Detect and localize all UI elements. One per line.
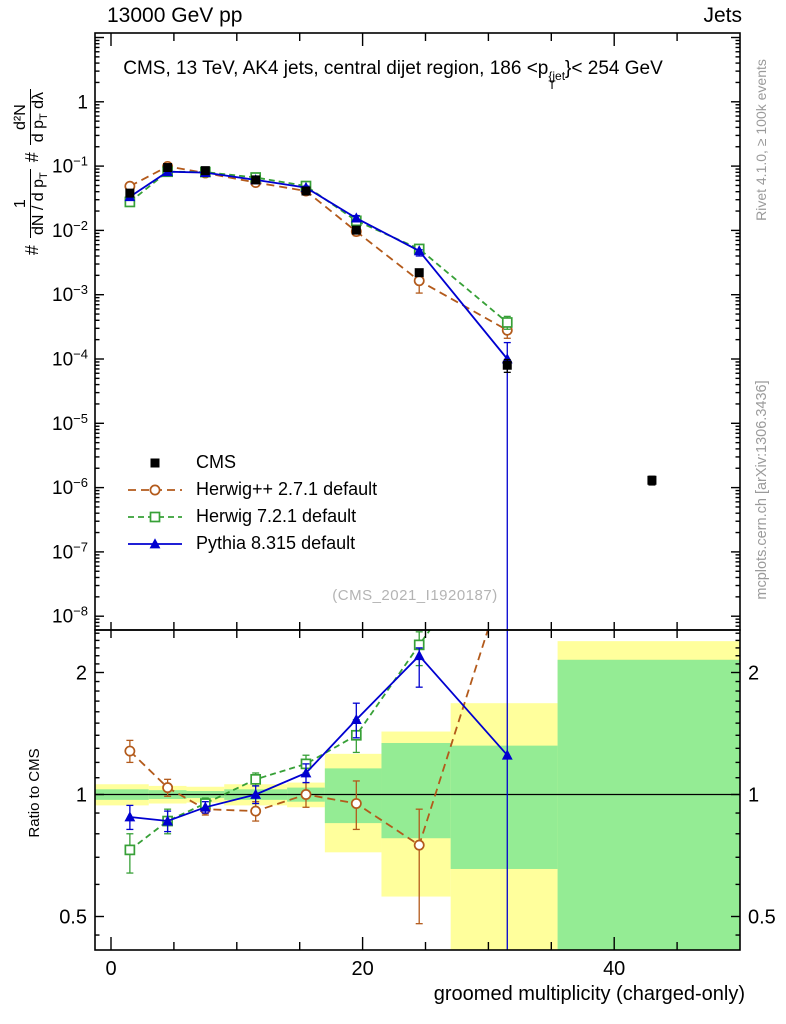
pt-superscript: {jet <box>548 69 566 83</box>
normalization-fraction: 1 dN / d pT <box>12 169 51 239</box>
svg-text:1: 1 <box>77 92 88 113</box>
den-sub: T <box>38 172 51 180</box>
den-sub: T <box>38 113 51 121</box>
fraction-numerator: d²N <box>12 104 30 130</box>
legend-item-herwigpp: Herwig++ 2.7.1 default <box>126 476 377 503</box>
uncertainty-bands <box>95 641 740 950</box>
legend: CMS Herwig++ 2.7.1 default Herwig 7.2.1 … <box>126 449 377 557</box>
fraction-numerator: 1 <box>12 199 30 209</box>
plot-title: CMS, 13 TeV, AK4 jets, central dijet reg… <box>0 58 786 92</box>
svg-text:10−7: 10−7 <box>52 539 88 563</box>
panel-frames <box>94 32 741 951</box>
cms-marker-sample <box>126 452 184 474</box>
beam-energy-label: 13000 GeV pp <box>107 4 243 27</box>
pt-superscript-subscript: {jet T <box>548 69 566 92</box>
fraction-denominator: d pT dλ <box>30 88 51 146</box>
mcplots-attribution-note: mcplots.cern.ch [arXiv:1306.3436] <box>754 380 770 600</box>
svg-text:10−6: 10−6 <box>52 475 88 499</box>
herwig7-line-sample <box>126 506 184 528</box>
series-pythia <box>124 165 513 630</box>
x-axis-label: groomed multiplicity (charged-only) <box>433 983 745 1005</box>
svg-text:1: 1 <box>76 785 87 807</box>
svg-text:20: 20 <box>351 958 373 980</box>
svg-text:10−5: 10−5 <box>52 411 88 435</box>
series-herwig7 <box>124 166 513 330</box>
svg-text:10−3: 10−3 <box>52 282 88 306</box>
analysis-id-watermark: (CMS_2021_I1920187) <box>332 587 498 604</box>
svg-text:10−4: 10−4 <box>52 347 88 371</box>
hash-symbol: # <box>21 152 42 163</box>
pythia-line-sample <box>126 533 184 555</box>
svg-text:10−1: 10−1 <box>52 154 88 178</box>
fraction-denominator: dN / d pT <box>30 169 51 239</box>
legend-label: Herwig 7.2.1 default <box>196 506 357 526</box>
main-y-axis-label: # 1 dN / d pT # d²N d pT dλ <box>6 32 58 312</box>
svg-text:1: 1 <box>748 785 759 807</box>
series-pythia <box>124 630 513 950</box>
svg-text:0.5: 0.5 <box>748 907 776 929</box>
den-text-end: dλ <box>30 91 48 114</box>
ratio-y-axis-label: Ratio to CMS <box>26 748 43 838</box>
svg-text:2: 2 <box>76 663 87 685</box>
series-cms <box>125 163 657 486</box>
series-herwigpp <box>124 630 489 925</box>
svg-text:10−8: 10−8 <box>52 604 88 628</box>
tick-labels: 1 10−1 10−2 10−3 10−4 10−5 10−6 10−7 10−8 2 2 1 1 0.5… <box>52 92 776 980</box>
legend-label: CMS <box>196 452 236 472</box>
series-herwigpp <box>124 160 513 339</box>
legend-item-herwig7: Herwig 7.2.1 default <box>126 503 377 530</box>
differential-fraction: d²N d pT dλ <box>12 88 51 146</box>
green-band <box>381 742 451 839</box>
green-band <box>557 659 740 950</box>
legend-item-pythia: Pythia 8.315 default <box>126 530 377 557</box>
green-band <box>324 768 382 824</box>
svg-text:0.5: 0.5 <box>59 907 87 929</box>
herwigpp-line-sample <box>126 479 184 501</box>
svg-text:2: 2 <box>748 663 759 685</box>
hash-symbol: # <box>21 245 42 256</box>
green-band <box>450 745 558 869</box>
plot-title-text: CMS, 13 TeV, AK4 jets, central dijet reg… <box>123 58 549 79</box>
rivet-version-note: Rivet 4.1.0, ≥ 100k events <box>753 59 769 221</box>
den-text: d p <box>30 120 48 143</box>
pt-subscript: T <box>548 78 556 92</box>
analysis-group-label: Jets <box>703 4 742 27</box>
svg-text:0: 0 <box>105 958 116 980</box>
legend-item-cms: CMS <box>126 449 377 476</box>
legend-label: Pythia 8.315 default <box>196 533 356 553</box>
svg-text:40: 40 <box>603 958 625 980</box>
legend-label: Herwig++ 2.7.1 default <box>196 479 378 499</box>
den-text: dN / d p <box>30 179 48 236</box>
plot-title-end: }< 254 GeV <box>565 58 663 79</box>
svg-text:10−2: 10−2 <box>52 218 88 242</box>
